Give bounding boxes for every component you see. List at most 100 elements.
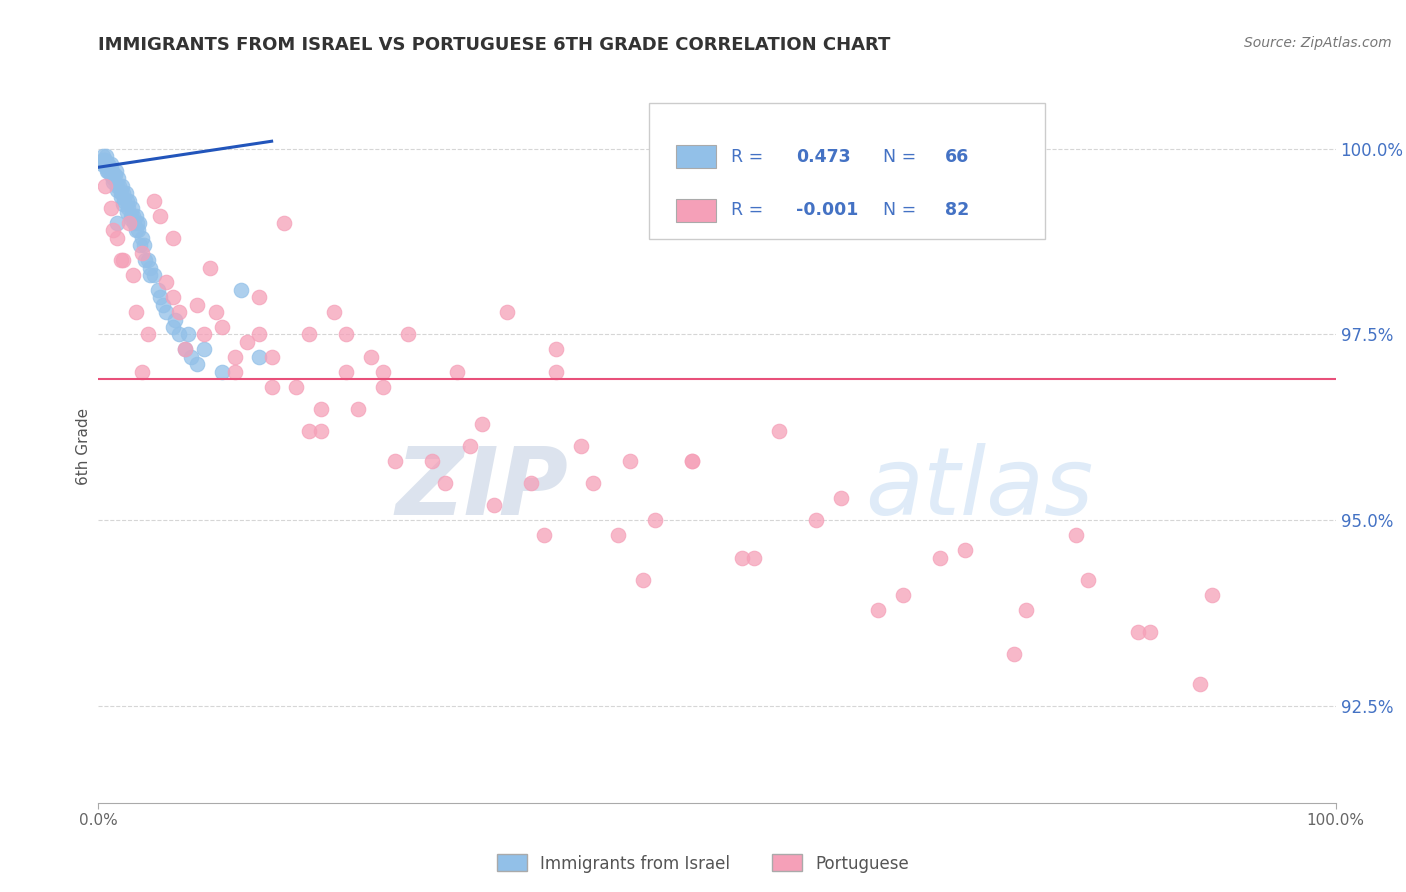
Point — [105, 182, 128, 196]
Point — [155, 305, 177, 319]
Point — [165, 312, 187, 326]
Point — [484, 499, 506, 513]
Point — [174, 343, 197, 357]
Point — [546, 365, 568, 379]
Text: 82: 82 — [945, 201, 969, 219]
Point — [520, 476, 543, 491]
Point — [152, 298, 174, 312]
Point — [124, 223, 146, 237]
Point — [134, 253, 156, 268]
Point — [247, 327, 270, 342]
Point — [103, 223, 125, 237]
Point — [100, 168, 122, 182]
Point — [1002, 647, 1025, 661]
Point — [162, 320, 184, 334]
Text: 66: 66 — [945, 148, 969, 166]
Text: R =: R = — [731, 201, 763, 219]
Point — [122, 268, 145, 282]
Point — [224, 350, 246, 364]
Point — [122, 209, 145, 223]
Point — [569, 439, 592, 453]
Point — [176, 327, 198, 342]
Point — [131, 245, 153, 260]
Point — [631, 573, 654, 587]
Point — [97, 156, 120, 170]
Point — [309, 401, 332, 416]
Point — [146, 283, 169, 297]
Point — [384, 454, 406, 468]
Point — [110, 186, 132, 201]
Point — [396, 327, 419, 342]
Point — [533, 528, 555, 542]
Point — [139, 268, 162, 282]
Point — [928, 550, 950, 565]
Point — [103, 175, 125, 189]
Point — [211, 365, 233, 379]
FancyBboxPatch shape — [650, 103, 1045, 239]
Point — [731, 550, 754, 565]
Point — [1015, 602, 1038, 616]
Point — [162, 231, 184, 245]
Point — [104, 164, 127, 178]
Point — [110, 190, 132, 204]
Point — [124, 209, 146, 223]
Text: N =: N = — [883, 201, 917, 219]
Point — [205, 305, 228, 319]
Point — [298, 327, 321, 342]
Point — [422, 454, 444, 468]
Point — [1126, 624, 1149, 639]
Text: ZIP: ZIP — [395, 442, 568, 535]
Point — [260, 350, 283, 364]
Point — [309, 424, 332, 438]
Point — [136, 253, 159, 268]
Point — [285, 379, 308, 393]
Point — [347, 401, 370, 416]
Bar — [676, 199, 716, 221]
Point — [124, 216, 146, 230]
Point — [224, 365, 246, 379]
Point — [619, 454, 641, 468]
Point — [112, 197, 135, 211]
Point — [118, 216, 141, 230]
Point — [273, 216, 295, 230]
Point — [93, 153, 115, 167]
Point — [371, 365, 394, 379]
Point — [131, 365, 153, 379]
Point — [149, 290, 172, 304]
Point — [891, 588, 914, 602]
Point — [260, 379, 283, 393]
Point — [112, 186, 135, 201]
Point — [103, 171, 125, 186]
Point — [155, 276, 177, 290]
Point — [108, 178, 131, 193]
Point — [247, 290, 270, 304]
Point — [582, 476, 605, 491]
Point — [1139, 624, 1161, 639]
Point — [111, 178, 134, 193]
Point — [458, 439, 481, 453]
Point — [105, 178, 128, 193]
Point — [136, 327, 159, 342]
Point — [94, 149, 117, 163]
Point — [91, 156, 114, 170]
Point — [1188, 677, 1211, 691]
Point — [495, 305, 517, 319]
Text: -0.001: -0.001 — [796, 201, 859, 219]
Point — [1201, 588, 1223, 602]
Point — [97, 164, 120, 178]
Point — [110, 253, 132, 268]
Point — [105, 231, 128, 245]
Point — [830, 491, 852, 505]
Point — [198, 260, 221, 275]
Point — [360, 350, 382, 364]
Point — [607, 528, 630, 542]
Point — [180, 350, 202, 364]
Point — [115, 194, 138, 208]
Point — [247, 350, 270, 364]
Point — [139, 260, 162, 275]
Text: 0.473: 0.473 — [796, 148, 851, 166]
Point — [298, 424, 321, 438]
Point — [804, 513, 827, 527]
Point — [93, 149, 115, 163]
Point — [174, 343, 197, 357]
